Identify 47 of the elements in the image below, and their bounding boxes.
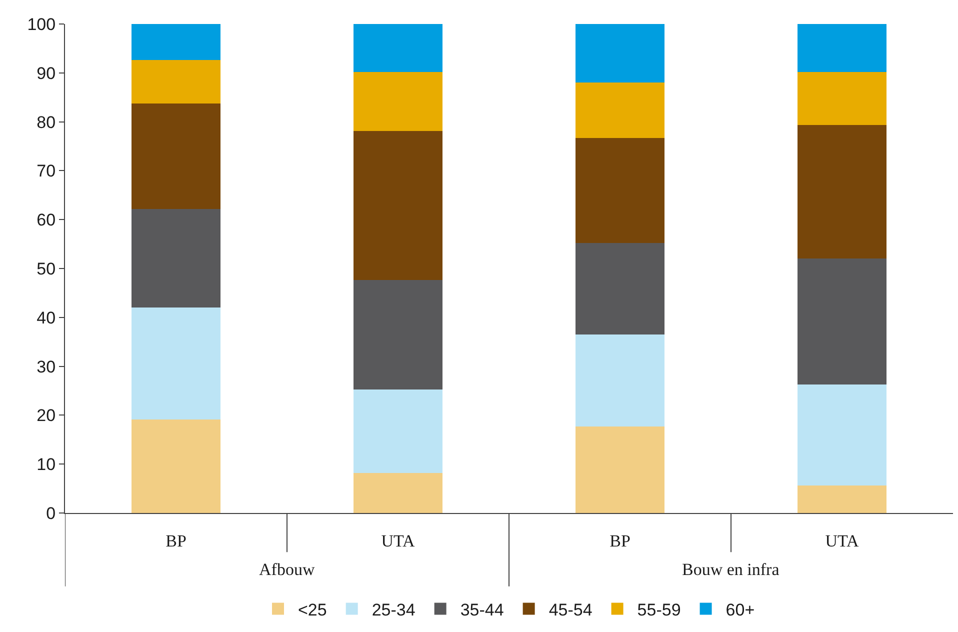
- bar: [354, 472, 442, 513]
- x-tick-label: BP: [610, 531, 630, 550]
- bar: [798, 125, 886, 259]
- bar: [576, 138, 664, 244]
- y-tick-label: 70: [36, 162, 56, 181]
- legend-label: 60+: [726, 600, 755, 620]
- x-tick-label: UTA: [825, 531, 860, 550]
- bar: [576, 426, 664, 513]
- text: Bouw en infra: [682, 560, 780, 579]
- legend-label: 25-34: [372, 600, 416, 620]
- legend-label: 55-59: [637, 600, 681, 620]
- y-tick-label: 0: [46, 504, 56, 523]
- bar: [354, 131, 442, 280]
- bar: [576, 82, 664, 138]
- bar: [798, 486, 886, 513]
- x-tick-label: BP: [166, 531, 186, 550]
- y-tick-label: 60: [36, 210, 56, 230]
- y-tick-label: 20: [36, 406, 56, 426]
- bar: [798, 72, 886, 126]
- bar: [354, 24, 442, 72]
- bar: [132, 420, 220, 513]
- text: Afbouw: [259, 560, 316, 579]
- y-tick-label: 40: [36, 308, 56, 328]
- bar: [132, 308, 220, 420]
- bar: [354, 280, 442, 390]
- legend-label: <25: [298, 600, 327, 620]
- bar: [354, 389, 442, 473]
- bar: [576, 334, 664, 426]
- x-tick-label: UTA: [381, 531, 416, 550]
- y-tick-label: 50: [36, 259, 56, 278]
- y-tick-label: 80: [36, 112, 56, 132]
- bar: [132, 24, 220, 60]
- bar: [132, 208, 220, 308]
- bar: [576, 24, 664, 83]
- y-tick-label: 10: [36, 455, 56, 474]
- bar: [798, 258, 886, 384]
- y-tick-label: 30: [36, 357, 56, 376]
- bar: [132, 104, 220, 209]
- y-tick-label: 90: [36, 64, 56, 83]
- y-tick-label: 100: [27, 14, 56, 34]
- bar: [798, 24, 886, 72]
- bar: [576, 243, 664, 335]
- legend-label: 35-44: [460, 600, 504, 620]
- bar: [132, 60, 220, 104]
- legend-label: 45-54: [548, 600, 592, 620]
- bar: [798, 384, 886, 486]
- bar: [354, 72, 442, 132]
